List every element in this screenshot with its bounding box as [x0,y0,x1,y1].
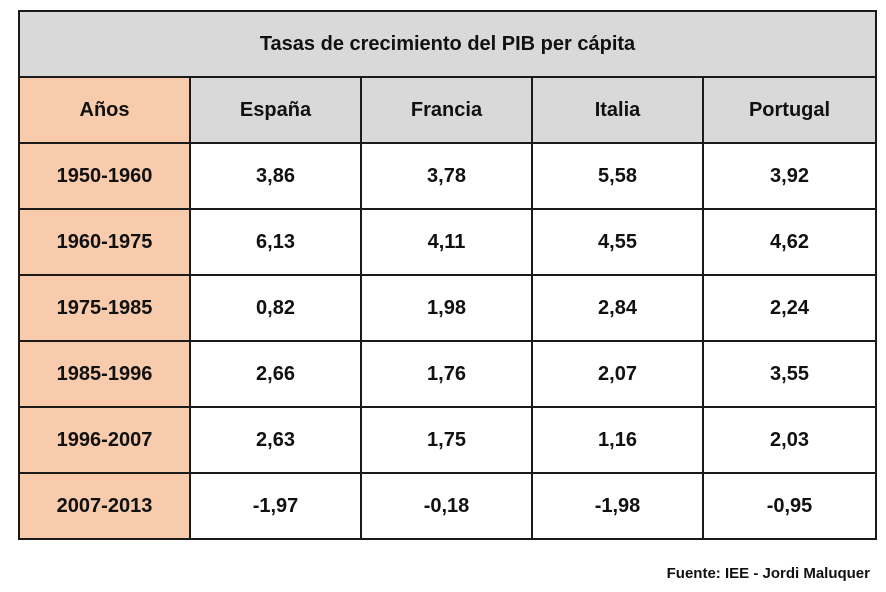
period-cell: 1996-2007 [18,406,191,474]
value-cell: 2,63 [189,406,362,474]
table-row: 1985-1996 2,66 1,76 2,07 3,55 [18,340,877,408]
period-cell: 1975-1985 [18,274,191,342]
table-row: 1996-2007 2,63 1,75 1,16 2,03 [18,406,877,474]
value-cell: 1,76 [360,340,533,408]
period-cell: 1985-1996 [18,340,191,408]
period-cell: 2007-2013 [18,472,191,540]
source-note: Fuente: IEE - Jordi Maluquer [666,565,870,582]
value-cell: -0,95 [702,472,877,540]
value-cell: 3,55 [702,340,877,408]
period-cell: 1950-1960 [18,142,191,210]
period-cell: 1960-1975 [18,208,191,276]
header-italia: Italia [531,76,704,144]
value-cell: 3,92 [702,142,877,210]
table-row: 1960-1975 6,13 4,11 4,55 4,62 [18,208,877,276]
header-espana: España [189,76,362,144]
header-francia: Francia [360,76,533,144]
value-cell: 4,11 [360,208,533,276]
value-cell: 2,03 [702,406,877,474]
value-cell: 5,58 [531,142,704,210]
value-cell: 6,13 [189,208,362,276]
table-row: 1950-1960 3,86 3,78 5,58 3,92 [18,142,877,210]
value-cell: -0,18 [360,472,533,540]
value-cell: -1,97 [189,472,362,540]
header-portugal: Portugal [702,76,877,144]
value-cell: 4,55 [531,208,704,276]
header-years: Años [18,76,191,144]
value-cell: 0,82 [189,274,362,342]
value-cell: 1,16 [531,406,704,474]
value-cell: 4,62 [702,208,877,276]
table-header-row: Años España Francia Italia Portugal [18,76,877,144]
table-row: 1975-1985 0,82 1,98 2,84 2,24 [18,274,877,342]
value-cell: 3,86 [189,142,362,210]
table-row: 2007-2013 -1,97 -0,18 -1,98 -0,95 [18,472,877,540]
table-title-row: Tasas de crecimiento del PIB per cápita [18,10,877,78]
gdp-growth-table: Tasas de crecimiento del PIB per cápita … [18,10,877,540]
table-title: Tasas de crecimiento del PIB per cápita [18,10,877,78]
value-cell: 1,98 [360,274,533,342]
value-cell: 2,07 [531,340,704,408]
value-cell: 2,24 [702,274,877,342]
value-cell: 1,75 [360,406,533,474]
value-cell: -1,98 [531,472,704,540]
value-cell: 2,84 [531,274,704,342]
gdp-growth-table-container: Tasas de crecimiento del PIB per cápita … [18,10,877,540]
value-cell: 2,66 [189,340,362,408]
value-cell: 3,78 [360,142,533,210]
